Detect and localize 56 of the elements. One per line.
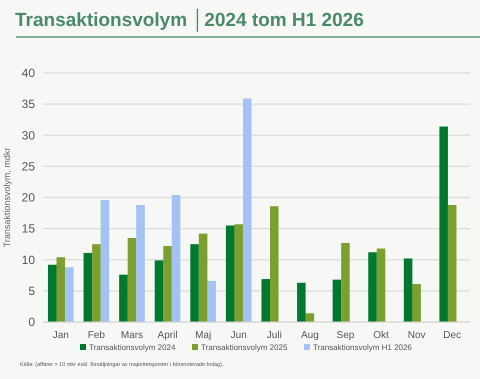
bar bbox=[439, 126, 448, 322]
x-tick-label: Mars bbox=[120, 330, 144, 341]
legend-label: Transaktionsvolym 2024 bbox=[89, 343, 176, 352]
y-tick-label: 40 bbox=[22, 66, 36, 80]
bar bbox=[48, 264, 57, 322]
y-tick-label: 30 bbox=[22, 128, 36, 142]
bar bbox=[198, 234, 208, 322]
x-tick-label: Aug bbox=[300, 330, 319, 341]
bar bbox=[190, 244, 199, 322]
bar bbox=[119, 274, 128, 322]
bar bbox=[65, 267, 74, 322]
x-tick-label: Juli bbox=[266, 330, 282, 341]
bar bbox=[448, 204, 456, 322]
x-tick-label: April bbox=[158, 330, 178, 341]
bar bbox=[270, 206, 279, 322]
x-tick-label: Dec bbox=[443, 330, 462, 341]
x-tick-label: Jun bbox=[230, 330, 247, 341]
y-tick-label: 5 bbox=[28, 284, 36, 298]
bar bbox=[261, 279, 270, 322]
chart-title: Transaktionsvolym │2024 tom H1 2026 bbox=[15, 8, 364, 32]
bar bbox=[226, 226, 234, 322]
bar bbox=[332, 280, 342, 322]
bar bbox=[92, 244, 101, 322]
y-tick-label: 35 bbox=[22, 97, 36, 112]
bar bbox=[404, 258, 412, 322]
bar bbox=[297, 282, 306, 322]
bar bbox=[306, 313, 314, 322]
x-tick-label: Maj bbox=[195, 330, 212, 341]
y-tick-label: 20 bbox=[22, 190, 36, 204]
bar bbox=[234, 224, 243, 322]
bar bbox=[100, 200, 110, 322]
bar bbox=[242, 98, 252, 322]
y-tick-label: 10 bbox=[22, 252, 36, 267]
bar bbox=[163, 246, 172, 322]
bar bbox=[84, 252, 92, 322]
bar bbox=[207, 280, 216, 322]
x-tick-label: Okt bbox=[373, 330, 390, 341]
legend-label: Transaktionsvolym H1 2026 bbox=[313, 343, 412, 352]
bar bbox=[128, 238, 136, 322]
bar bbox=[412, 284, 421, 322]
x-tick-label: Feb bbox=[88, 330, 106, 341]
y-tick-label: 15 bbox=[22, 222, 36, 236]
bar bbox=[172, 195, 180, 322]
y-axis-title: Transaktionsvolym, mdkr bbox=[2, 148, 12, 248]
bar bbox=[136, 204, 145, 322]
y-tick-label: 0 bbox=[28, 315, 36, 329]
bar bbox=[154, 260, 164, 322]
bar bbox=[368, 252, 377, 322]
bar bbox=[56, 257, 66, 322]
x-tick-label: Jan bbox=[52, 330, 69, 341]
bar bbox=[341, 242, 350, 322]
y-tick-label: 25 bbox=[22, 159, 36, 174]
legend-label: Transaktionsvolym 2025 bbox=[201, 343, 288, 352]
x-tick-label: Nov bbox=[408, 330, 426, 341]
bar bbox=[376, 248, 386, 322]
x-tick-label: Sep bbox=[336, 330, 355, 341]
